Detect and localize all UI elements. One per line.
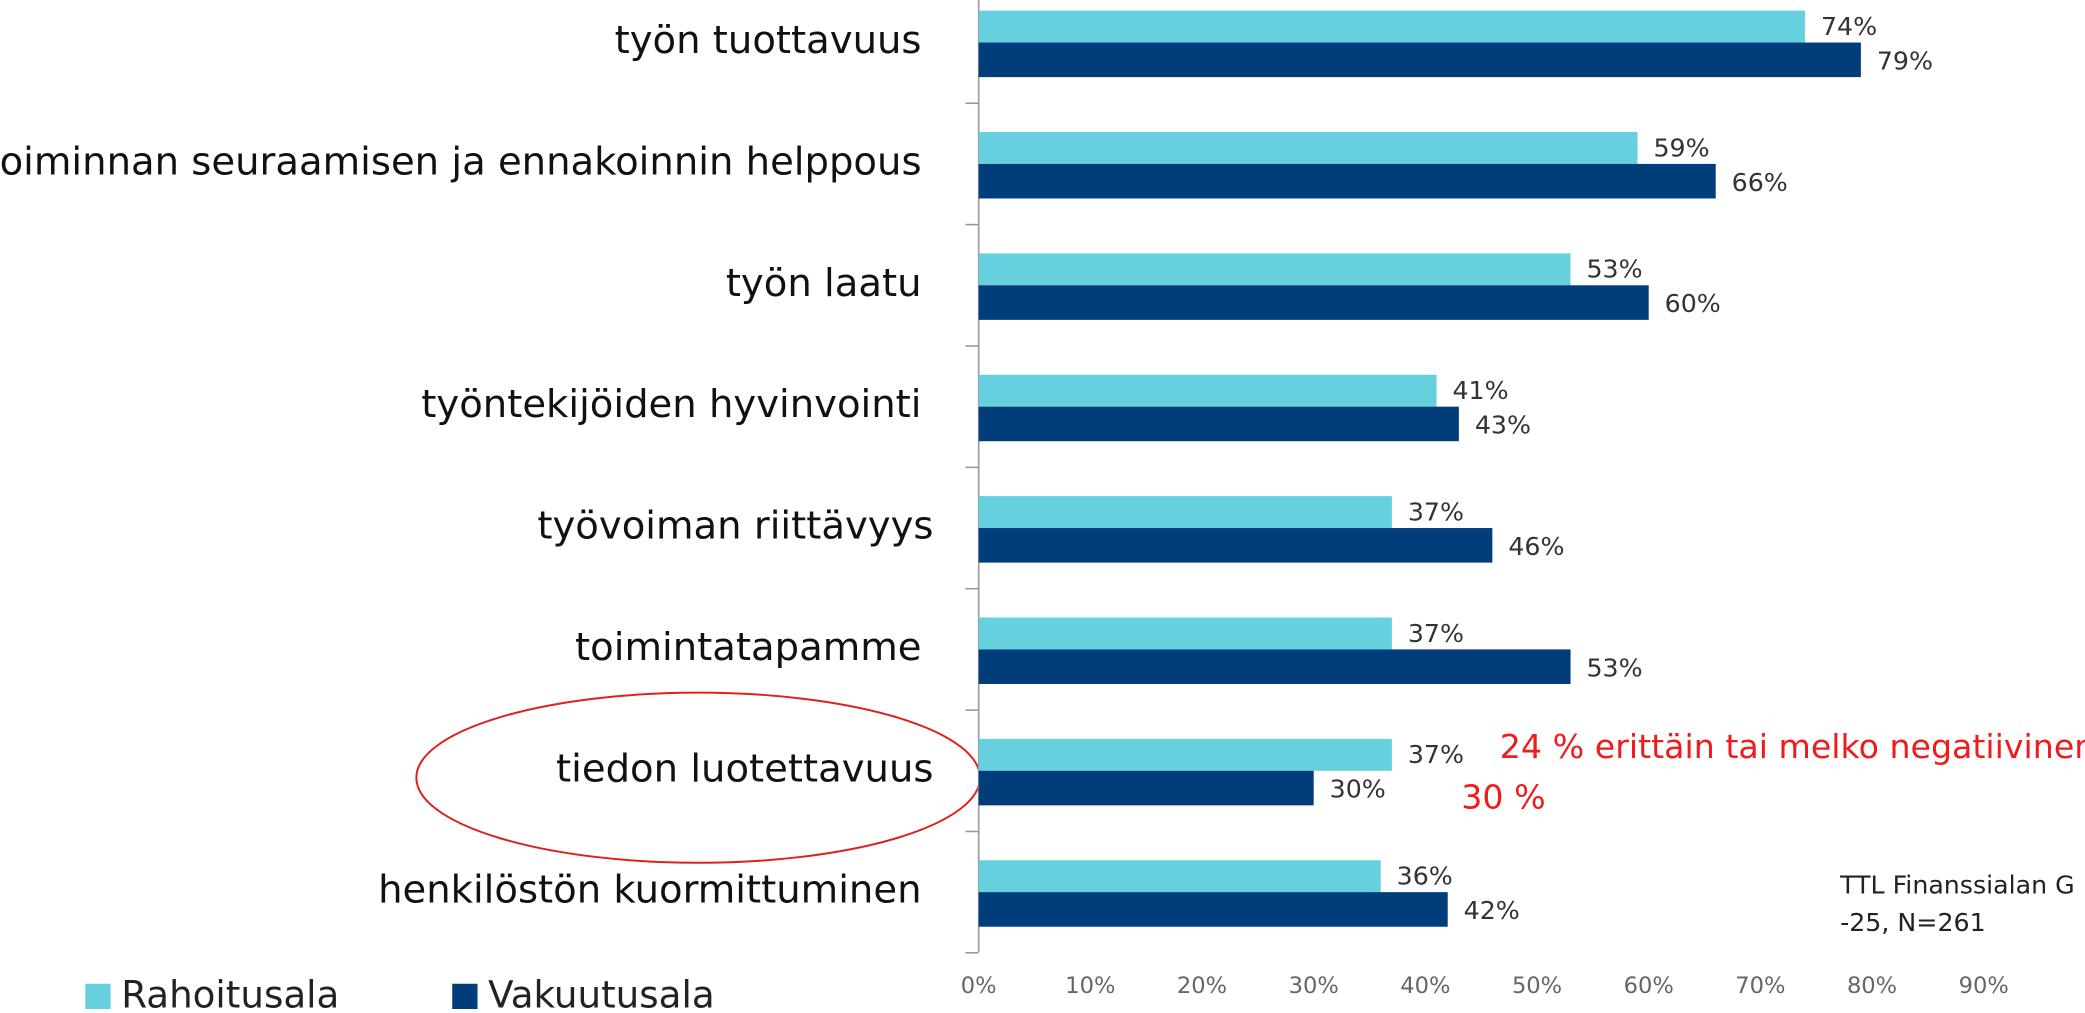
category-label: työn tuottavuus: [615, 18, 922, 63]
x-tick-label: 70%: [1735, 973, 1785, 999]
bar: [978, 496, 1392, 529]
bar: [978, 42, 1861, 78]
x-tick-label: 0%: [961, 973, 997, 999]
category-label: tiedon luotettavuus: [556, 746, 933, 791]
category-label: toiminnan seuraamisen ja ennakoinnin hel…: [0, 139, 922, 184]
bar: [978, 770, 1314, 806]
value-label: 66%: [1732, 168, 1788, 197]
bar: [978, 374, 1437, 407]
category-label: työn laatu: [726, 261, 922, 306]
bar: [978, 132, 1638, 164]
value-label: 79%: [1877, 46, 1933, 75]
bar: [978, 892, 1448, 927]
x-tick-label: 20%: [1177, 973, 1227, 999]
value-label: 37%: [1408, 740, 1464, 769]
legend-swatch: [85, 983, 111, 1010]
x-tick-label: 30%: [1289, 973, 1339, 999]
bar: [978, 738, 1392, 771]
value-label: 30%: [1330, 775, 1386, 804]
bar: [978, 10, 1806, 43]
x-tick-label: 10%: [1065, 973, 1115, 999]
category-label: työvoiman riittävyys: [537, 504, 933, 549]
source-note: TTL Finanssialan G: [1839, 871, 2075, 900]
bar: [978, 253, 1571, 286]
legend-label: Vakuutusala: [488, 973, 714, 1013]
bar: [978, 406, 1459, 442]
value-label: 60%: [1665, 289, 1721, 318]
bar: [978, 528, 1493, 563]
bar: [978, 860, 1381, 893]
bar: [978, 617, 1392, 650]
value-label: 74%: [1821, 12, 1877, 41]
value-label: 43%: [1475, 411, 1531, 440]
x-tick-label: 60%: [1624, 973, 1674, 999]
value-label: 41%: [1452, 376, 1508, 405]
value-label: 36%: [1397, 862, 1453, 891]
bar: [978, 163, 1716, 199]
x-tick-label: 80%: [1847, 973, 1897, 999]
x-tick-label: 40%: [1400, 973, 1450, 999]
legend-label: Rahoitusala: [121, 973, 339, 1013]
annotation: 24 % erittäin tai melko negatiivinen: [1500, 727, 2085, 766]
value-label: 37%: [1408, 619, 1464, 648]
annotation: 30 %: [1461, 777, 1545, 816]
legend-swatch: [452, 983, 478, 1010]
category-label: toimintatapamme: [575, 625, 921, 670]
bar: [978, 649, 1571, 684]
bar: [978, 285, 1649, 320]
category-label: työntekijöiden hyvinvointi: [421, 382, 921, 427]
source-note: -25, N=261: [1840, 908, 1986, 937]
value-label: 53%: [1586, 653, 1642, 682]
value-label: 59%: [1653, 133, 1709, 162]
value-label: 53%: [1586, 255, 1642, 284]
x-tick-label: 50%: [1512, 973, 1562, 999]
value-label: 42%: [1464, 896, 1520, 925]
category-label: henkilöstön kuormittuminen: [378, 868, 921, 913]
value-label: 46%: [1508, 532, 1564, 561]
value-label: 37%: [1408, 497, 1464, 526]
x-tick-label: 90%: [1959, 973, 2009, 999]
